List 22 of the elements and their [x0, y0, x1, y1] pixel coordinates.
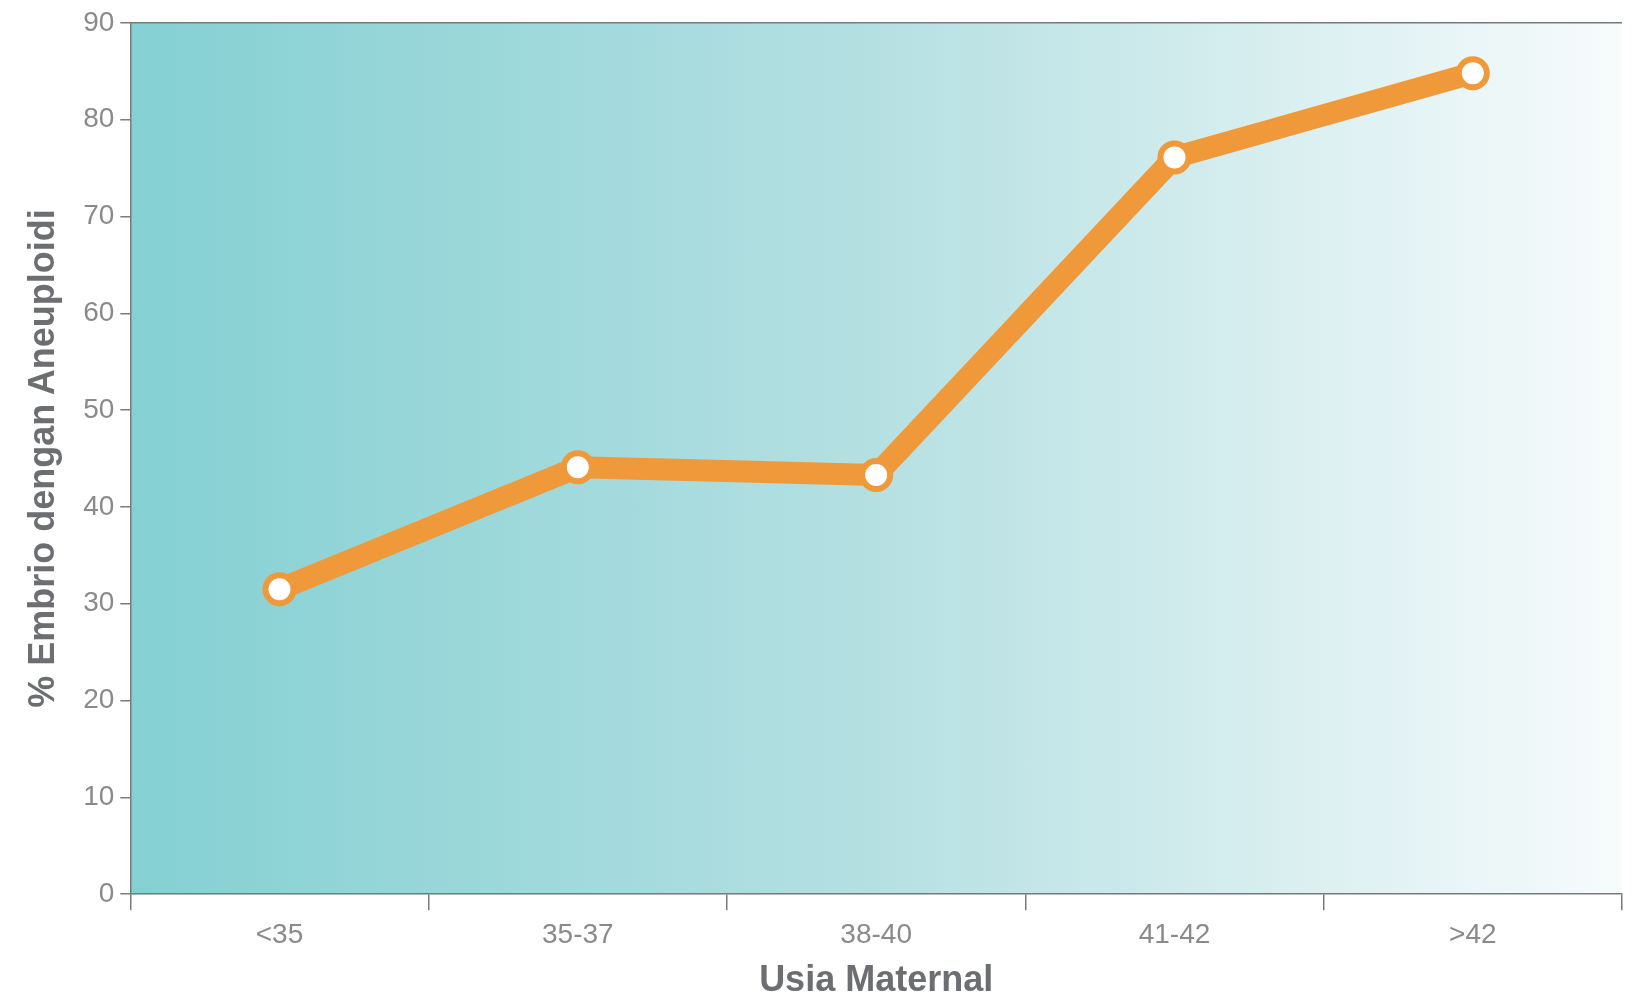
point [560, 450, 595, 485]
y-tick-label: 50 [83, 392, 115, 424]
y-axis-title: % Embrio dengan Aneuploidi [20, 209, 62, 708]
x-axis-title: Usia Maternal [759, 958, 994, 1000]
y-tick-label: 40 [83, 489, 115, 521]
x-tick-label: >42 [1449, 917, 1497, 949]
point [1455, 56, 1490, 91]
y-tick-label: 20 [83, 683, 115, 715]
y-tick-label: 60 [83, 295, 115, 327]
y-tick-label: 10 [83, 780, 115, 812]
x-tick-label: <35 [255, 917, 304, 949]
x-tick-label: 35-37 [542, 917, 614, 949]
x-tick-label: 38-40 [840, 917, 912, 949]
y-tick-label: 0 [98, 876, 115, 908]
point [262, 572, 297, 607]
point [859, 457, 894, 492]
y-tick-label: 80 [83, 102, 115, 134]
x-tick-label: 41-42 [1138, 917, 1211, 949]
point [1157, 140, 1192, 175]
y-tick-label: 30 [83, 586, 115, 618]
y-tick-label: 70 [83, 199, 115, 231]
y-tick-label: 90 [83, 5, 115, 37]
